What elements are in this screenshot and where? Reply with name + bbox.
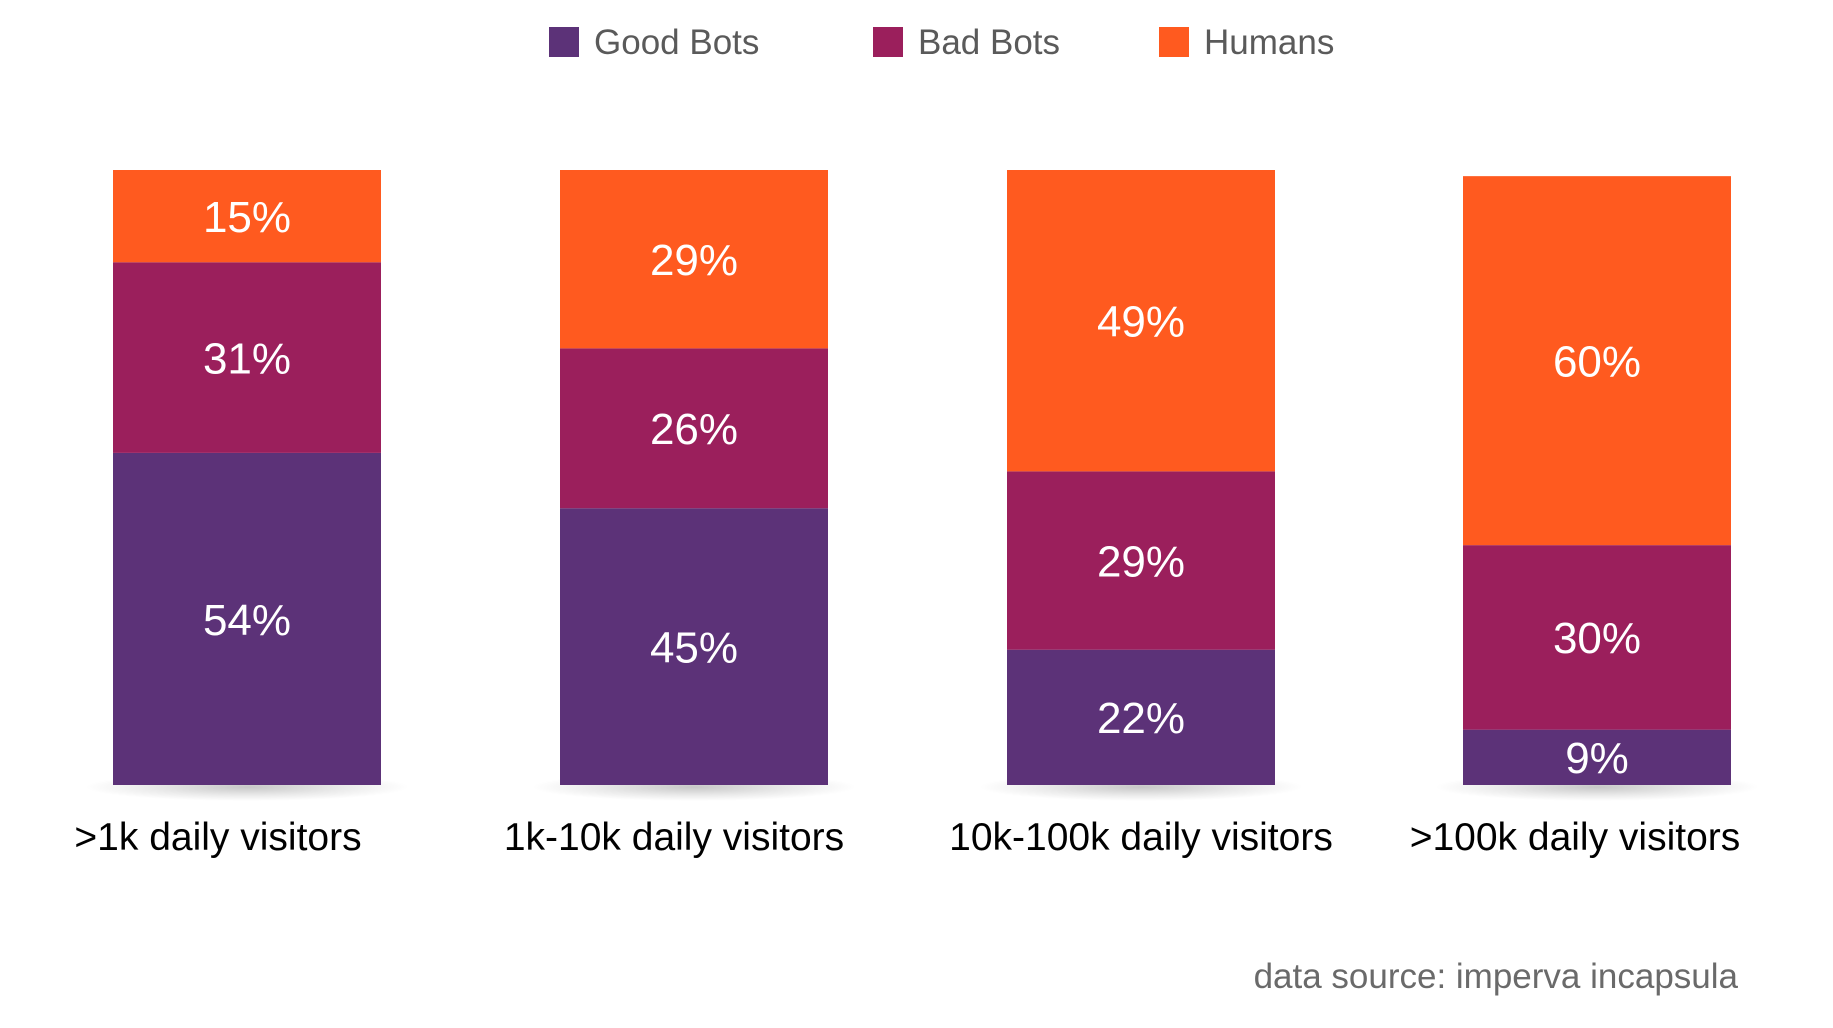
- chart-legend: Good Bots Bad Bots Humans: [549, 23, 1334, 62]
- data-label-bad-bots-1: 26%: [650, 405, 738, 454]
- data-label-humans-3: 60%: [1553, 337, 1641, 386]
- data-label-good-bots-2: 22%: [1097, 694, 1185, 743]
- bar-segment-humans-0: [113, 170, 381, 263]
- bar-segment-good-bots-0: [113, 452, 381, 785]
- data-label-bad-bots-2: 29%: [1097, 537, 1185, 586]
- legend-swatch-bad-bots: [873, 27, 903, 57]
- bar-segment-bad-bots-3: [1463, 545, 1731, 730]
- bar-segment-bad-bots-1: [560, 348, 828, 509]
- legend-swatch-humans: [1159, 27, 1189, 57]
- category-label-1: 1k-10k daily visitors: [504, 816, 844, 859]
- data-label-good-bots-3: 9%: [1565, 734, 1629, 783]
- data-label-good-bots-1: 45%: [650, 623, 738, 672]
- data-label-bad-bots-0: 31%: [203, 334, 291, 383]
- category-label-3: >100k daily visitors: [1410, 816, 1741, 859]
- category-labels: >1k daily visitors 1k-10k daily visitors 1…: [74, 816, 1740, 859]
- legend-swatch-good-bots: [549, 27, 579, 57]
- bar-segment-humans-3: [1463, 176, 1731, 546]
- bars-group: 54% 31% 15% 45% 26% 29% 22% 29% 49% 9% 30% 60%: [113, 170, 1731, 785]
- bar-segment-good-bots-2: [1007, 649, 1275, 785]
- bar-segment-bad-bots-2: [1007, 471, 1275, 650]
- bar-segment-humans-2: [1007, 170, 1275, 472]
- bar-segment-good-bots-1: [560, 508, 828, 785]
- data-label-humans-2: 49%: [1097, 298, 1185, 347]
- category-label-0: >1k daily visitors: [74, 816, 361, 859]
- data-label-good-bots-0: 54%: [203, 596, 291, 645]
- bar-segment-good-bots-3: [1463, 729, 1731, 785]
- data-source-note: data source: imperva incapsula: [1254, 957, 1739, 996]
- bar-segment-humans-1: [560, 170, 828, 349]
- legend-label-humans: Humans: [1204, 23, 1334, 62]
- category-label-2: 10k-100k daily visitors: [949, 816, 1333, 859]
- data-label-bad-bots-3: 30%: [1553, 614, 1641, 663]
- data-label-humans-0: 15%: [203, 193, 291, 242]
- legend-label-good-bots: Good Bots: [594, 23, 759, 62]
- legend-label-bad-bots: Bad Bots: [918, 23, 1060, 62]
- bar-segment-bad-bots-0: [113, 262, 381, 453]
- data-label-humans-1: 29%: [650, 236, 738, 285]
